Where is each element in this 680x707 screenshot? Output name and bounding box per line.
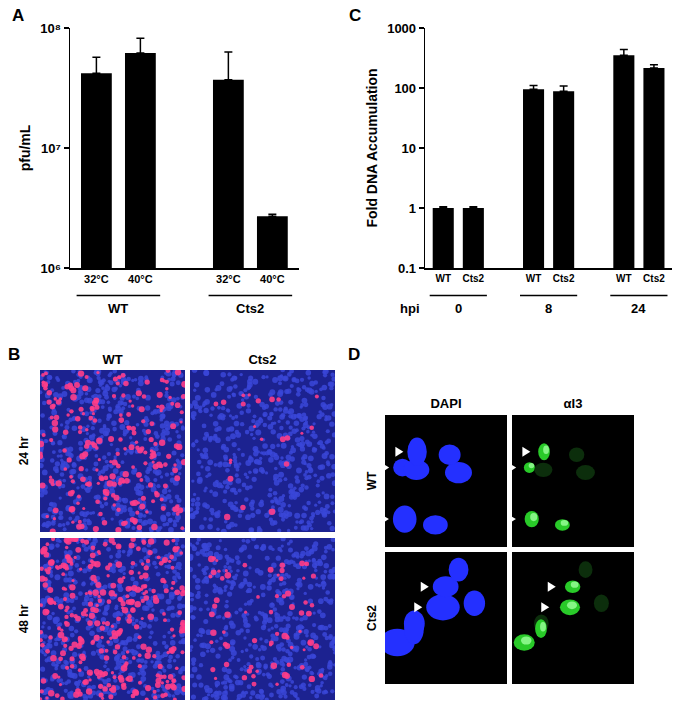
svg-text:B: B	[8, 345, 20, 364]
svg-text:32°C: 32°C	[216, 273, 241, 285]
svg-text:10: 10	[402, 141, 416, 156]
svg-text:0: 0	[455, 301, 462, 316]
svg-text:Cts2: Cts2	[462, 273, 484, 284]
svg-text:A: A	[12, 6, 24, 25]
svg-text:0.1: 0.1	[398, 261, 416, 276]
svg-text:Cts2: Cts2	[553, 273, 575, 284]
svg-text:10⁶: 10⁶	[40, 261, 60, 276]
svg-text:D: D	[348, 345, 360, 364]
svg-text:αI3: αI3	[564, 396, 583, 411]
svg-text:40°C: 40°C	[260, 273, 285, 285]
svg-text:WT: WT	[616, 273, 632, 284]
svg-text:24: 24	[631, 301, 646, 316]
svg-text:1000: 1000	[387, 21, 416, 36]
svg-text:WT: WT	[526, 273, 542, 284]
svg-text:100: 100	[394, 81, 416, 96]
svg-text:1: 1	[409, 201, 416, 216]
svg-text:WT: WT	[102, 352, 122, 367]
svg-text:10⁸: 10⁸	[40, 21, 61, 36]
svg-text:Cts2: Cts2	[365, 605, 379, 631]
svg-text:pfu/mL: pfu/mL	[17, 124, 33, 171]
svg-text:WT: WT	[435, 273, 451, 284]
svg-text:Cts2: Cts2	[236, 301, 264, 316]
svg-text:48 hr: 48 hr	[17, 604, 31, 633]
svg-text:WT: WT	[365, 471, 379, 490]
svg-text:32°C: 32°C	[84, 273, 109, 285]
svg-text:24 hr: 24 hr	[17, 436, 31, 465]
svg-text:8: 8	[545, 301, 552, 316]
svg-text:WT: WT	[108, 301, 128, 316]
svg-text:hpi: hpi	[400, 301, 420, 316]
svg-text:40°C: 40°C	[128, 273, 153, 285]
svg-text:Cts2: Cts2	[248, 352, 276, 367]
svg-text:Fold DNA Accumulation: Fold DNA Accumulation	[364, 68, 380, 227]
svg-text:C: C	[349, 6, 361, 25]
svg-text:10⁷: 10⁷	[41, 141, 61, 156]
svg-text:DAPI: DAPI	[430, 396, 461, 411]
svg-text:Cts2: Cts2	[643, 273, 665, 284]
